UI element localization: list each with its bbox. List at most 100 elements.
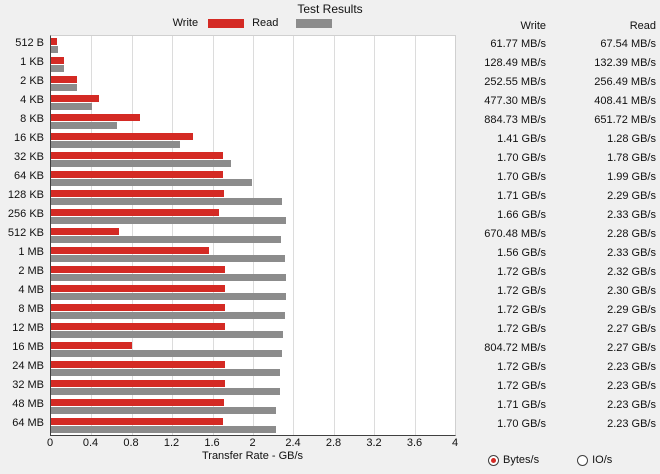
y-axis-label: 1 MB — [18, 246, 44, 258]
read-value: 1.28 GB/s — [607, 133, 656, 145]
write-bar — [51, 95, 100, 102]
bar-row — [51, 93, 455, 112]
read-bar — [51, 160, 231, 167]
write-value: 884.73 MB/s — [484, 114, 546, 126]
bar-row — [51, 283, 455, 302]
write-bar — [51, 171, 223, 178]
value-row: 252.55 MB/s 256.49 MB/s — [458, 73, 656, 92]
bar-row — [51, 416, 455, 435]
y-axis-label: 48 MB — [12, 398, 44, 410]
bytes-per-sec-radio[interactable]: Bytes/s — [488, 454, 539, 466]
bar-row — [51, 226, 455, 245]
write-bar — [51, 57, 64, 64]
write-value: 1.72 GB/s — [497, 304, 546, 316]
bar-row — [51, 150, 455, 169]
bar-row — [51, 36, 455, 55]
write-value: 1.41 GB/s — [497, 133, 546, 145]
write-value: 1.71 GB/s — [497, 399, 546, 411]
write-bar — [51, 285, 225, 292]
read-value: 2.28 GB/s — [607, 228, 656, 240]
read-value: 132.39 MB/s — [594, 57, 656, 69]
gridline — [91, 36, 93, 435]
write-value: 1.72 GB/s — [497, 380, 546, 392]
read-value: 256.49 MB/s — [594, 76, 656, 88]
read-bar — [51, 312, 286, 319]
x-axis-tick-label: 0.4 — [82, 437, 99, 449]
write-bar — [51, 418, 223, 425]
value-row: 1.72 GB/s 2.30 GB/s — [458, 282, 656, 301]
value-row: 1.72 GB/s 2.29 GB/s — [458, 301, 656, 320]
value-row: 1.71 GB/s 2.23 GB/s — [458, 396, 656, 415]
read-column-header: Read — [629, 20, 656, 32]
write-value: 1.72 GB/s — [497, 361, 546, 373]
read-bar — [51, 179, 252, 186]
gridline — [333, 36, 335, 435]
read-bar — [51, 426, 277, 433]
value-row: 1.70 GB/s 1.99 GB/s — [458, 168, 656, 187]
read-bar — [51, 369, 281, 376]
write-value: 477.30 MB/s — [484, 95, 546, 107]
value-row: 1.41 GB/s 1.28 GB/s — [458, 130, 656, 149]
y-axis-label: 128 KB — [7, 189, 44, 201]
write-value: 1.56 GB/s — [497, 247, 546, 259]
y-axis-label: 2 KB — [20, 75, 44, 87]
x-axis-ticks: 0 0.4 0.8 1.2 1.6 2 2.4 2.8 3.2 3.6 4 — [47, 437, 458, 449]
value-row: 1.72 GB/s 2.23 GB/s — [458, 377, 656, 396]
write-value: 61.77 MB/s — [490, 38, 546, 50]
read-bar — [51, 255, 286, 262]
bar-row — [51, 378, 455, 397]
read-value: 651.72 MB/s — [594, 114, 656, 126]
y-axis-label: 4 KB — [20, 94, 44, 106]
radio-unselected-icon — [577, 454, 589, 466]
read-value: 2.27 GB/s — [607, 323, 656, 335]
write-value: 1.70 GB/s — [497, 171, 546, 183]
y-axis-label: 4 MB — [18, 284, 44, 296]
read-value: 67.54 MB/s — [600, 38, 656, 50]
y-axis-label: 12 MB — [12, 322, 44, 334]
gridline — [253, 36, 254, 435]
y-axis-label: 64 MB — [12, 417, 44, 429]
read-value: 2.29 GB/s — [607, 304, 656, 316]
x-axis-title: Transfer Rate - GB/s — [201, 450, 304, 462]
x-axis-tick-label: 3.6 — [406, 437, 423, 449]
gridline — [212, 36, 214, 435]
write-value: 128.49 MB/s — [484, 57, 546, 69]
read-value: 2.27 GB/s — [607, 342, 656, 354]
io-per-sec-radio[interactable]: IO/s — [577, 454, 612, 466]
value-row: 128.49 MB/s 132.39 MB/s — [458, 54, 656, 73]
read-value: 2.23 GB/s — [607, 399, 656, 411]
bar-row — [51, 264, 455, 283]
bar-row — [51, 112, 455, 131]
bar-row — [51, 207, 455, 226]
read-bar — [51, 141, 181, 148]
value-row: 1.56 GB/s 2.33 GB/s — [458, 244, 656, 263]
bar-row — [51, 74, 455, 93]
write-value: 1.72 GB/s — [497, 285, 546, 297]
y-axis-label: 32 MB — [12, 379, 44, 391]
y-axis-label: 8 KB — [20, 113, 44, 125]
bar-row — [51, 397, 455, 416]
write-bar — [51, 380, 225, 387]
read-value: 2.29 GB/s — [607, 190, 656, 202]
value-row: 61.77 MB/s 67.54 MB/s — [458, 35, 656, 54]
write-value: 252.55 MB/s — [484, 76, 546, 88]
read-bar — [51, 217, 287, 224]
y-axis-label: 32 KB — [14, 151, 44, 163]
write-column-header: Write — [520, 20, 546, 32]
write-bar — [51, 399, 224, 406]
value-row: 884.73 MB/s 651.72 MB/s — [458, 111, 656, 130]
bar-row — [51, 321, 455, 340]
value-row: 1.70 GB/s 1.78 GB/s — [458, 149, 656, 168]
write-bar — [51, 323, 225, 330]
bar-chart-plot-area — [50, 35, 456, 436]
read-bar — [51, 274, 287, 281]
gridline — [131, 36, 133, 435]
read-value: 408.41 MB/s — [594, 95, 656, 107]
x-axis-tick-label: 1.6 — [204, 437, 220, 449]
read-value: 2.33 GB/s — [607, 247, 656, 259]
value-row: 670.48 MB/s 2.28 GB/s — [458, 225, 656, 244]
read-bar — [51, 122, 117, 129]
write-value: 804.72 MB/s — [484, 342, 546, 354]
read-value: 2.32 GB/s — [607, 266, 656, 278]
read-bar — [51, 65, 65, 72]
